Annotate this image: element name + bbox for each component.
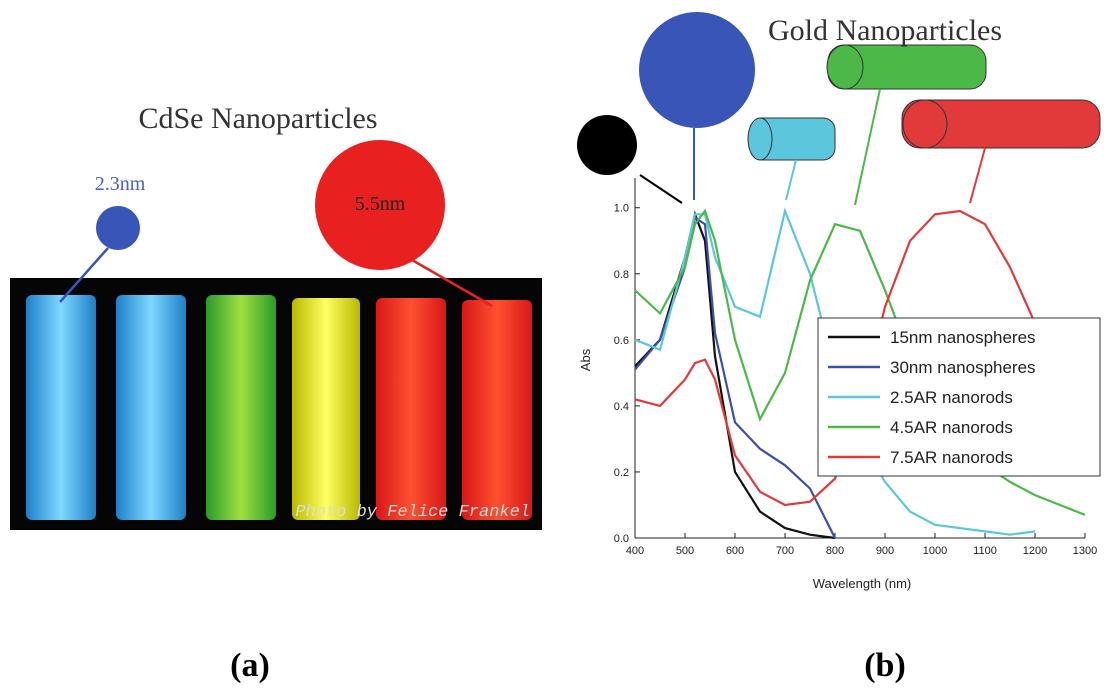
x-tick-label: 900 (876, 545, 894, 557)
size-label: 2.3nm (95, 173, 146, 195)
x-axis-label: Wavelength (nm) (813, 576, 912, 591)
y-axis-label: Abs (578, 348, 593, 371)
legend-label: 15nm nanospheres (890, 328, 1036, 347)
y-tick-label: 1.0 (614, 203, 629, 215)
figure: CdSe Nanoparticles Photo by Felice Frank… (0, 0, 1104, 688)
y-tick-label: 0.6 (614, 335, 629, 347)
x-tick-label: 500 (676, 545, 694, 557)
plot: 0.0 0.2 0.4 0.6 0.8 1.0 400 500 600 700 800 900 1000… (614, 203, 1100, 557)
x-tick-label: 700 (776, 545, 794, 557)
x-tick-label: 1300 (1073, 545, 1097, 557)
y-tick-label: 0.0 (614, 533, 629, 545)
panel-title: CdSe Nanoparticles (138, 102, 377, 135)
small-particle (96, 206, 140, 250)
chart-title: Gold Nanoparticles (768, 14, 1002, 47)
legend-label: 7.5AR nanorods (890, 448, 1013, 467)
legend-label: 30nm nanospheres (890, 358, 1036, 377)
legend-label: 4.5AR nanorods (890, 418, 1013, 437)
x-tick-label: 600 (726, 545, 744, 557)
series-line (635, 218, 835, 538)
size-label: 5.5nm (355, 193, 406, 215)
x-tick-label: 1000 (923, 545, 947, 557)
photo-credit: Photo by Felice Frankel (295, 503, 530, 522)
x-tick-label: 1100 (973, 545, 997, 557)
x-tick-label: 800 (826, 545, 844, 557)
y-tick-label: 0.4 (614, 401, 629, 413)
y-tick-label: 0.8 (614, 269, 629, 281)
y-tick-label: 0.2 (614, 467, 629, 479)
x-tick-label: 1200 (1023, 545, 1047, 557)
x-tick-label: 400 (626, 545, 644, 557)
caption: (b) (864, 647, 906, 684)
legend-label: 2.5AR nanorods (890, 388, 1013, 407)
caption: (a) (230, 647, 270, 684)
